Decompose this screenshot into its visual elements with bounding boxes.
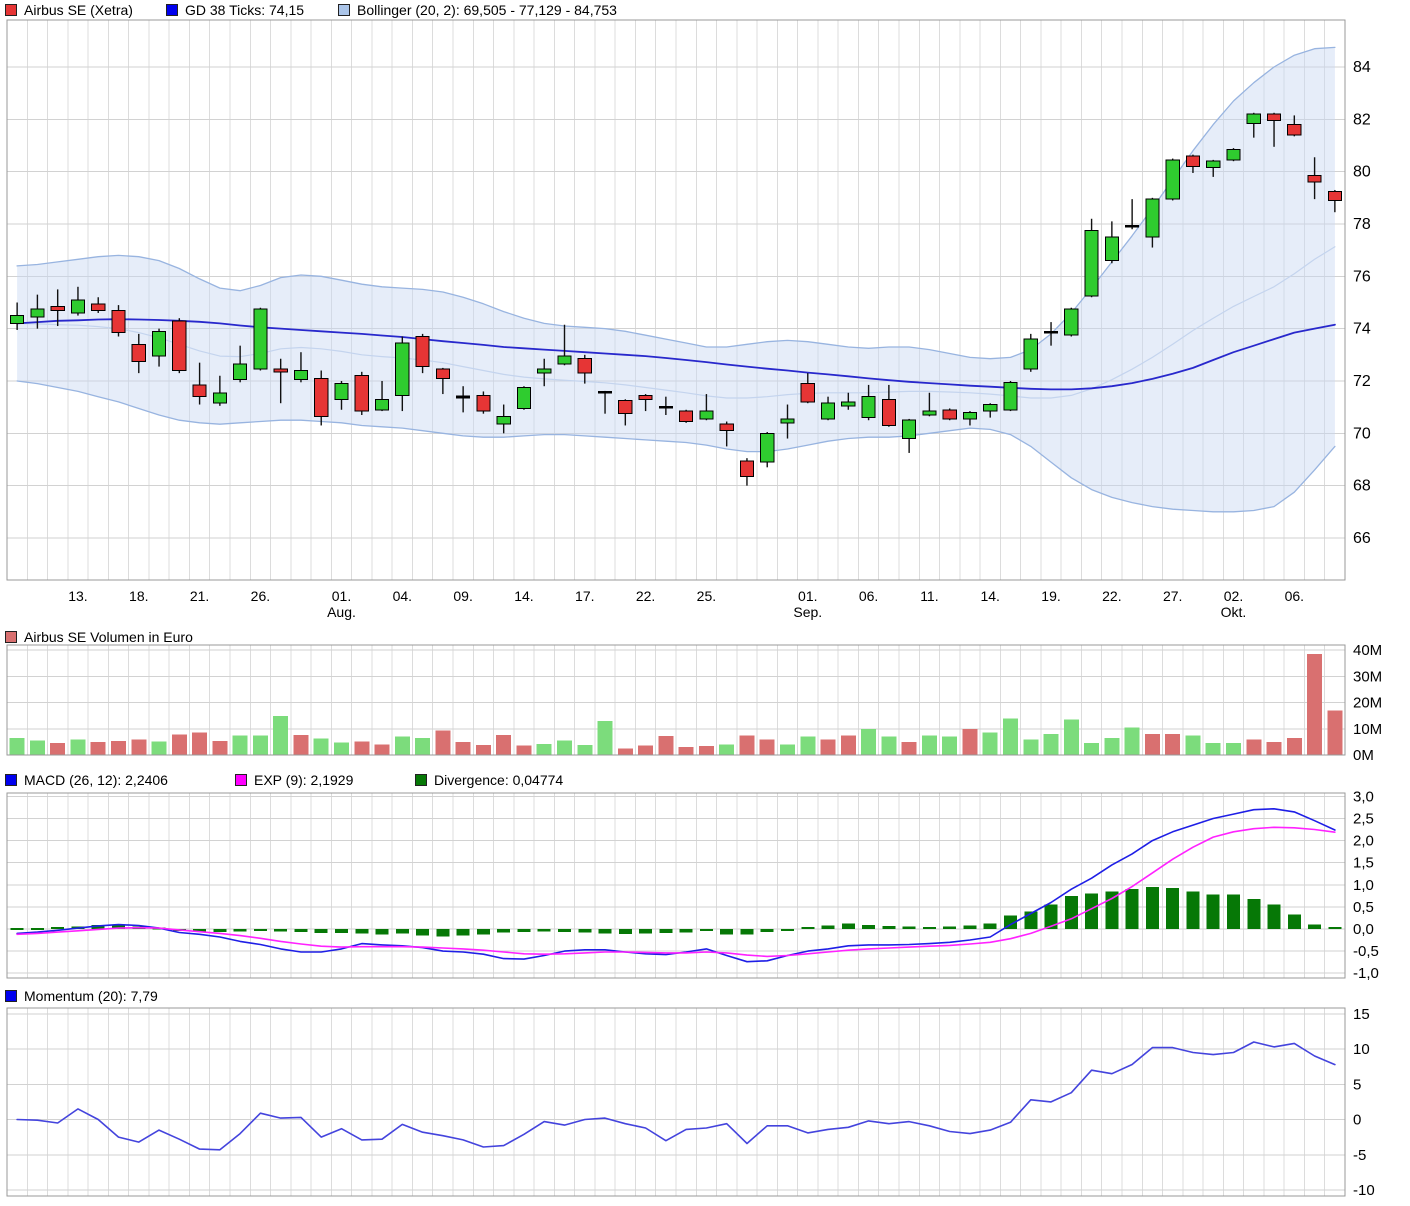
svg-text:80: 80 (1353, 164, 1371, 181)
svg-text:09.: 09. (453, 588, 472, 604)
svg-text:1,5: 1,5 (1353, 855, 1374, 872)
svg-text:22.: 22. (1102, 588, 1121, 604)
svg-text:76: 76 (1353, 268, 1371, 285)
svg-text:02.: 02. (1224, 588, 1243, 604)
svg-text:74: 74 (1353, 321, 1371, 338)
legend-price-series: Airbus SE (Xetra) (5, 2, 133, 18)
gd38-label: GD 38 Ticks: 74,15 (185, 2, 305, 18)
legend-exp: EXP (9): 2,1929 (235, 772, 353, 788)
svg-text:10M: 10M (1353, 721, 1382, 738)
svg-text:66: 66 (1353, 530, 1371, 547)
svg-text:0: 0 (1353, 1112, 1361, 1129)
svg-text:0,0: 0,0 (1353, 921, 1374, 938)
svg-text:14.: 14. (514, 588, 533, 604)
svg-text:01.: 01. (332, 588, 351, 604)
svg-text:04.: 04. (393, 588, 412, 604)
svg-text:13.: 13. (68, 588, 87, 604)
svg-text:1,0: 1,0 (1353, 877, 1374, 894)
svg-text:20M: 20M (1353, 695, 1382, 712)
svg-text:-1,0: -1,0 (1353, 965, 1379, 982)
svg-text:40M: 40M (1353, 642, 1382, 659)
svg-text:Okt.: Okt. (1221, 604, 1247, 620)
svg-text:70: 70 (1353, 425, 1371, 442)
svg-text:14.: 14. (980, 588, 999, 604)
price-series-swatch (5, 4, 17, 16)
svg-text:06.: 06. (859, 588, 878, 604)
svg-text:Sep.: Sep. (793, 604, 822, 620)
svg-text:11.: 11. (920, 588, 938, 604)
svg-text:2,5: 2,5 (1353, 811, 1374, 828)
price-series-label: Airbus SE (Xetra) (24, 2, 133, 18)
svg-text:15: 15 (1353, 1006, 1370, 1023)
svg-text:-0,5: -0,5 (1353, 943, 1379, 960)
svg-text:68: 68 (1353, 478, 1371, 495)
exp-swatch (235, 774, 247, 786)
svg-text:06.: 06. (1285, 588, 1304, 604)
macd-swatch (5, 774, 17, 786)
svg-text:18.: 18. (129, 588, 148, 604)
divergence-swatch (415, 774, 427, 786)
svg-text:26.: 26. (251, 588, 270, 604)
svg-text:01.: 01. (798, 588, 817, 604)
svg-text:5: 5 (1353, 1076, 1361, 1093)
svg-text:22.: 22. (636, 588, 655, 604)
svg-text:78: 78 (1353, 216, 1371, 233)
legend-gd38: GD 38 Ticks: 74,15 (166, 2, 304, 18)
divergence-label: Divergence: 0,04774 (434, 772, 564, 788)
svg-text:0,5: 0,5 (1353, 899, 1374, 916)
svg-text:-5: -5 (1353, 1147, 1366, 1164)
legend-momentum: Momentum (20): 7,79 (5, 988, 158, 1004)
svg-text:0M: 0M (1353, 747, 1374, 764)
legend-bollinger: Bollinger (20, 2): 69,505 - 77,129 - 84,… (338, 2, 617, 18)
svg-text:84: 84 (1353, 59, 1371, 76)
svg-text:17.: 17. (575, 588, 594, 604)
exp-label: EXP (9): 2,1929 (254, 772, 354, 788)
svg-text:19.: 19. (1041, 588, 1060, 604)
legend-divergence: Divergence: 0,04774 (415, 772, 563, 788)
gd38-swatch (166, 4, 178, 16)
svg-text:Aug.: Aug. (327, 604, 356, 620)
momentum-label: Momentum (20): 7,79 (24, 988, 158, 1004)
svg-text:10: 10 (1353, 1041, 1370, 1058)
volume-label: Airbus SE Volumen in Euro (24, 629, 193, 645)
svg-text:2,0: 2,0 (1353, 833, 1374, 850)
svg-text:25.: 25. (697, 588, 716, 604)
svg-text:21.: 21. (190, 588, 209, 604)
bollinger-label: Bollinger (20, 2): 69,505 - 77,129 - 84,… (357, 2, 617, 18)
legend-macd: MACD (26, 12): 2,2406 (5, 772, 168, 788)
volume-swatch (5, 631, 17, 643)
bollinger-swatch (338, 4, 350, 16)
legend-volume: Airbus SE Volumen in Euro (5, 629, 193, 645)
momentum-swatch (5, 990, 17, 1002)
svg-text:82: 82 (1353, 111, 1371, 128)
svg-text:27.: 27. (1163, 588, 1182, 604)
svg-text:30M: 30M (1353, 668, 1382, 685)
macd-label: MACD (26, 12): 2,2406 (24, 772, 168, 788)
svg-text:72: 72 (1353, 373, 1371, 390)
svg-text:3,0: 3,0 (1353, 788, 1374, 805)
svg-text:-10: -10 (1353, 1182, 1375, 1199)
